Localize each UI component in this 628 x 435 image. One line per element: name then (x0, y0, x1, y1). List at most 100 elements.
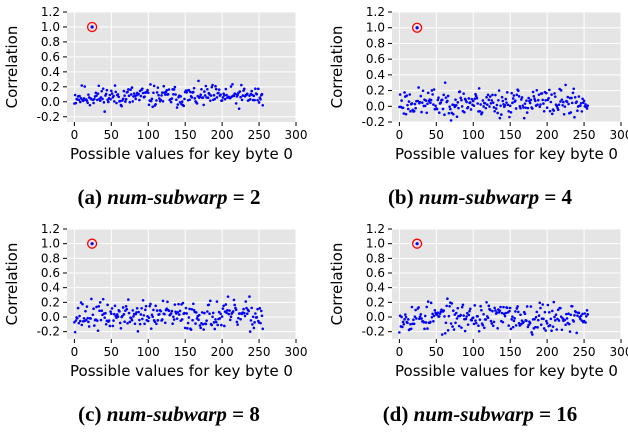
data-point (146, 91, 150, 95)
data-point (484, 318, 488, 321)
data-point (183, 97, 186, 101)
data-point (412, 322, 416, 326)
data-point (228, 318, 232, 322)
data-point (488, 95, 492, 98)
data-point (434, 104, 437, 108)
data-point (212, 93, 216, 97)
data-point (418, 100, 422, 104)
data-point (516, 305, 519, 308)
data-point (138, 318, 141, 322)
x-tick-label: 0 (71, 345, 79, 359)
x-tick-label: 150 (499, 345, 522, 359)
data-point (548, 310, 551, 314)
data-point (523, 102, 527, 105)
data-point (489, 319, 493, 323)
data-point (485, 103, 489, 106)
data-point (244, 300, 248, 303)
data-point (192, 302, 195, 306)
chart-panel-a: 0 50 100 150 200 250 300 -0.20.00.20.40.60.81.0… (3, 5, 307, 163)
data-point (449, 119, 453, 122)
data-point (92, 307, 95, 311)
data-point (110, 307, 114, 310)
data-point (76, 306, 80, 310)
x-tick-label: 300 (285, 345, 308, 359)
data-point (223, 94, 226, 97)
data-point (469, 101, 472, 104)
data-point (193, 97, 197, 100)
data-point (553, 319, 557, 322)
data-point (132, 92, 136, 95)
data-point (545, 106, 549, 109)
data-point (191, 318, 194, 322)
data-point (413, 102, 417, 106)
data-point (465, 100, 468, 104)
data-point (123, 320, 126, 324)
data-point (172, 92, 175, 96)
data-point (149, 302, 152, 306)
data-point (526, 325, 530, 329)
data-point (129, 88, 132, 91)
data-point (573, 314, 576, 317)
data-point (133, 322, 137, 326)
data-point (477, 324, 480, 328)
data-point (490, 99, 494, 102)
data-point (197, 318, 200, 322)
data-point (403, 313, 407, 316)
data-point (486, 93, 490, 97)
data-point (187, 88, 191, 92)
y-tick-label: 0.0 (41, 95, 60, 109)
chart-panel-b: 0 50 100 150 200 250 300 -0.2 0.00.2 0.4 0.6 0.81.0… (328, 5, 628, 163)
data-point (253, 321, 256, 324)
data-point (98, 309, 101, 313)
y-tick-label: 0.0 (41, 310, 60, 324)
data-point (232, 298, 236, 302)
data-point (135, 307, 139, 310)
data-point (416, 99, 420, 103)
data-point (506, 103, 510, 107)
highlight-point (90, 242, 94, 246)
x-tick-label: 300 (285, 128, 308, 142)
data-point (131, 100, 135, 103)
data-point (414, 106, 417, 110)
data-point (556, 106, 559, 110)
data-point (402, 322, 406, 326)
data-point (515, 307, 519, 310)
data-point (231, 82, 234, 86)
data-point (102, 101, 106, 104)
data-point (519, 98, 523, 101)
data-point (73, 320, 76, 324)
data-point (418, 315, 422, 318)
data-point (146, 88, 149, 92)
data-point (126, 90, 129, 94)
data-point (197, 313, 201, 317)
data-point (78, 319, 82, 323)
data-point (443, 331, 447, 335)
data-point (147, 316, 151, 319)
data-point (577, 311, 581, 315)
data-point (401, 106, 405, 109)
data-point (534, 99, 537, 103)
data-point (584, 321, 587, 324)
data-point (130, 86, 134, 89)
data-point (115, 313, 119, 316)
data-point (257, 87, 260, 91)
data-point (500, 311, 504, 315)
data-point (441, 107, 445, 111)
data-point (217, 88, 221, 91)
data-point (527, 323, 530, 327)
data-point (462, 92, 465, 95)
data-point (127, 94, 131, 98)
x-tick-label: 300 (610, 128, 628, 142)
data-point (572, 87, 576, 91)
data-point (245, 306, 248, 310)
data-point (233, 303, 236, 307)
data-point (77, 321, 81, 325)
data-point (212, 321, 216, 324)
data-point (87, 325, 91, 328)
data-point (435, 107, 439, 111)
data-point (254, 87, 257, 90)
data-point (495, 103, 499, 107)
data-point (200, 311, 204, 314)
data-point (481, 324, 485, 327)
data-point (156, 319, 160, 322)
